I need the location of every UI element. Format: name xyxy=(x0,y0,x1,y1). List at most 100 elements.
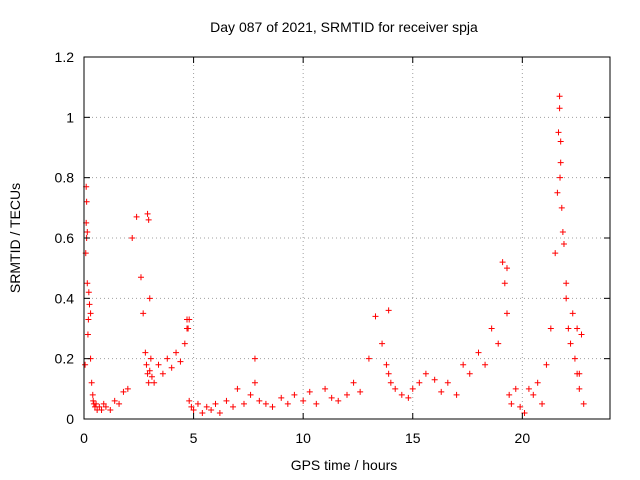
data-point xyxy=(146,295,153,302)
data-point xyxy=(565,325,572,332)
data-point xyxy=(194,400,201,407)
data-point xyxy=(580,400,587,407)
data-point xyxy=(107,406,114,413)
data-point xyxy=(89,391,96,398)
x-axis-label: GPS time / hours xyxy=(291,457,398,473)
data-point xyxy=(558,204,565,211)
data-point xyxy=(278,394,285,401)
data-point xyxy=(140,310,147,317)
data-point xyxy=(508,400,515,407)
data-point xyxy=(574,325,581,332)
data-point xyxy=(547,325,554,332)
data-point xyxy=(262,400,269,407)
data-point xyxy=(188,403,195,410)
data-point xyxy=(186,316,193,323)
data-point xyxy=(147,355,154,362)
x-tick-label: 5 xyxy=(190,430,198,446)
data-point xyxy=(145,379,152,386)
data-point xyxy=(409,385,416,392)
data-point xyxy=(560,241,567,248)
data-point xyxy=(186,397,193,404)
data-point xyxy=(530,391,537,398)
data-point xyxy=(208,406,215,413)
data-point xyxy=(525,385,532,392)
data-point xyxy=(111,397,118,404)
data-point xyxy=(300,397,307,404)
data-point xyxy=(521,409,528,416)
data-point xyxy=(85,289,92,296)
data-point xyxy=(124,385,131,392)
data-point xyxy=(84,228,91,235)
x-axis: 0 5 10 15 20 xyxy=(80,57,530,446)
data-point xyxy=(405,394,412,401)
data-points xyxy=(82,93,587,416)
data-point xyxy=(576,370,583,377)
data-point xyxy=(559,228,566,235)
data-point xyxy=(438,388,445,395)
data-point xyxy=(313,400,320,407)
data-point xyxy=(88,379,95,386)
data-point xyxy=(322,385,329,392)
data-point xyxy=(557,138,564,145)
data-point xyxy=(216,409,223,416)
data-point xyxy=(571,355,578,362)
data-point xyxy=(145,216,152,223)
data-point xyxy=(555,129,562,136)
data-point xyxy=(512,385,519,392)
y-tick-label: 0.6 xyxy=(55,230,75,246)
data-point xyxy=(284,400,291,407)
data-point xyxy=(90,397,97,404)
data-point xyxy=(133,213,140,220)
y-tick-label: 0.2 xyxy=(55,351,75,367)
data-point xyxy=(466,370,473,377)
data-point xyxy=(203,403,210,410)
data-point xyxy=(539,400,546,407)
data-point xyxy=(506,391,513,398)
data-point xyxy=(431,376,438,383)
data-point xyxy=(552,250,559,257)
data-point xyxy=(100,400,107,407)
data-point xyxy=(148,373,155,380)
data-point xyxy=(379,340,386,347)
data-point xyxy=(199,409,206,416)
data-point xyxy=(173,349,180,356)
data-point xyxy=(86,301,93,308)
data-point xyxy=(177,358,184,365)
data-point xyxy=(137,274,144,281)
data-point xyxy=(557,174,564,181)
data-point xyxy=(460,361,467,368)
plot-frame xyxy=(83,56,611,420)
data-point xyxy=(234,385,241,392)
data-point xyxy=(181,340,188,347)
data-point xyxy=(392,385,399,392)
data-point xyxy=(422,370,429,377)
chart-title: Day 087 of 2021, SRMTID for receiver spj… xyxy=(210,19,478,35)
data-point xyxy=(155,361,162,368)
data-point xyxy=(482,361,489,368)
data-point xyxy=(563,295,570,302)
data-point xyxy=(385,370,392,377)
data-point xyxy=(144,210,151,217)
data-point xyxy=(83,198,90,205)
data-point xyxy=(398,391,405,398)
data-point xyxy=(567,340,574,347)
data-point xyxy=(488,325,495,332)
data-point xyxy=(251,355,258,362)
data-point xyxy=(84,331,91,338)
x-tick-label: 20 xyxy=(515,430,531,446)
data-point xyxy=(556,105,563,112)
data-point xyxy=(84,280,91,287)
data-point xyxy=(503,310,510,317)
data-point xyxy=(416,379,423,386)
data-point xyxy=(223,397,230,404)
data-point xyxy=(251,379,258,386)
data-point xyxy=(350,379,357,386)
data-point xyxy=(240,400,247,407)
data-point xyxy=(569,310,576,317)
data-point xyxy=(365,355,372,362)
data-point xyxy=(576,385,583,392)
data-point xyxy=(444,379,451,386)
data-point xyxy=(146,367,153,374)
data-point xyxy=(556,93,563,100)
data-point xyxy=(501,280,508,287)
